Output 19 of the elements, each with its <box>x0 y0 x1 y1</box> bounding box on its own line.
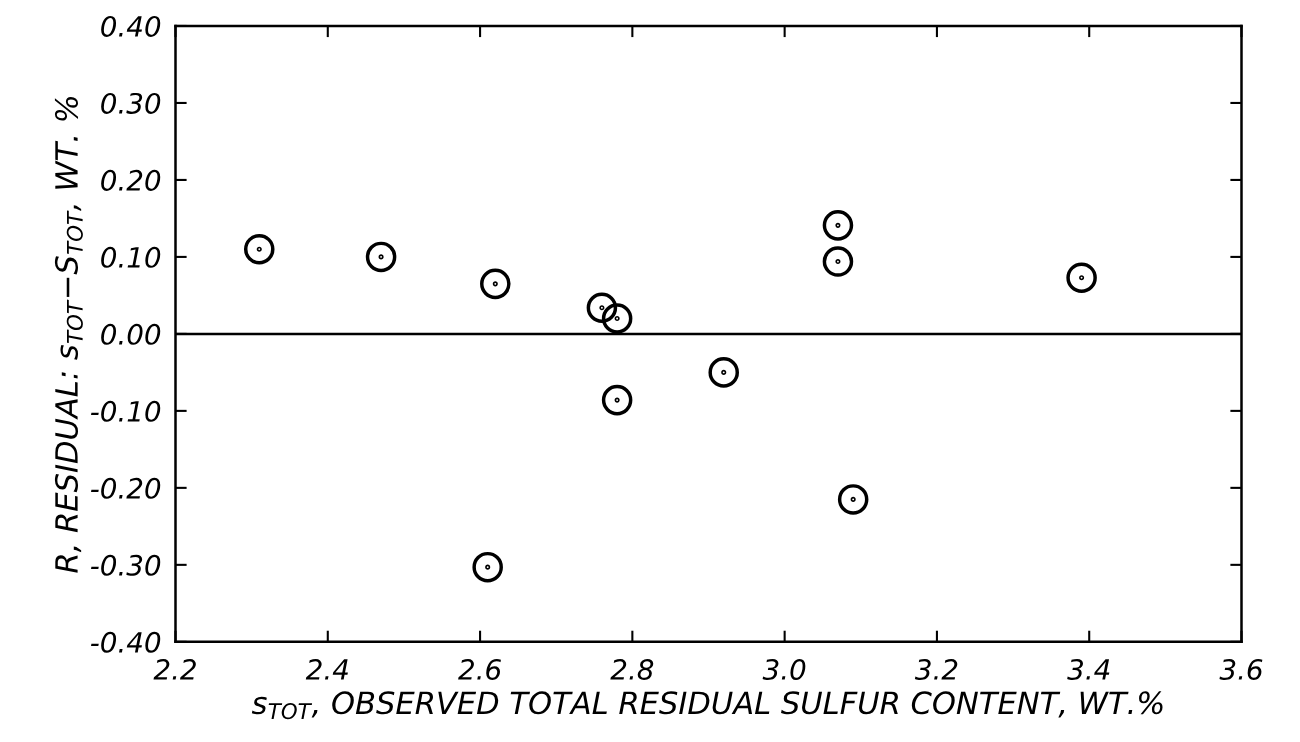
x-tick-label: 2.6 <box>458 658 501 680</box>
y-tick-label: -0.20 <box>90 477 161 499</box>
y-tick-label: -0.10 <box>90 400 161 422</box>
y-tick-label: 0.10 <box>101 246 161 268</box>
y-tick-label: -0.30 <box>90 554 161 576</box>
x-axis-title: s$_{TOT}$, OBSERVED TOTAL RESIDUAL SULFUR CONTENT, WT.% <box>251 691 1163 720</box>
y-tick-label: -0.40 <box>90 631 161 653</box>
y-axis-title: R, RESIDUAL: s$_{TOT}$−S$_{TOT}$, WT. % <box>54 97 83 573</box>
x-tick-label: 3.4 <box>1067 658 1110 680</box>
x-tick-label: 3.0 <box>762 658 806 680</box>
x-tick-label: 3.6 <box>1219 658 1263 680</box>
y-tick-label: 0.40 <box>101 15 161 37</box>
x-tick-label: 2.2 <box>153 658 196 680</box>
y-tick-label: 0.00 <box>101 323 161 345</box>
x-tick-label: 2.8 <box>610 658 654 680</box>
y-tick-label: 0.30 <box>101 92 161 114</box>
x-tick-label: 3.2 <box>914 658 958 680</box>
y-tick-label: 0.20 <box>101 169 161 191</box>
x-tick-label: 2.4 <box>305 658 348 680</box>
